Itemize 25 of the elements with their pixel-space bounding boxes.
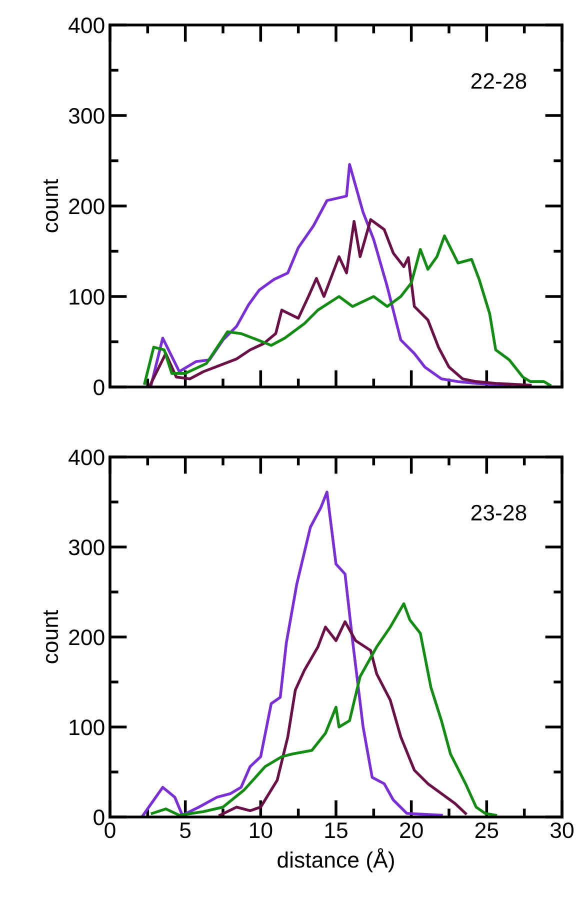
x-tick-label: 15	[325, 822, 348, 838]
x-tick-label: 5	[180, 822, 191, 838]
y-tick-label: 0	[94, 380, 104, 396]
line-series	[142, 490, 443, 817]
y-tick-label: 400	[68, 450, 104, 466]
y-tick-label: 200	[69, 198, 104, 214]
annotation: 22-28	[471, 73, 526, 89]
y-tick-label: 400	[68, 18, 104, 34]
y-tick-label: 300	[68, 108, 104, 124]
y-axis-title: count	[44, 178, 58, 232]
y-tick-label: 200	[69, 630, 104, 646]
x-tick-label: 20	[400, 822, 423, 838]
y-tick-label: 100	[70, 289, 104, 305]
x-tick-label: 25	[475, 822, 498, 838]
x-tick-label: 0	[104, 822, 116, 838]
line-series	[150, 602, 498, 817]
x-tick-label: 10	[250, 822, 272, 838]
y-axis-title: count	[44, 610, 58, 664]
line-series	[218, 620, 467, 817]
y-tick-label: 300	[68, 540, 104, 556]
y-tick-label: 100	[70, 720, 104, 736]
annotation: 23-28	[471, 504, 526, 521]
y-tick-label: 0	[94, 810, 104, 826]
x-tick-label: 30	[550, 822, 574, 838]
x-axis-title: distance (Å)	[278, 848, 394, 872]
